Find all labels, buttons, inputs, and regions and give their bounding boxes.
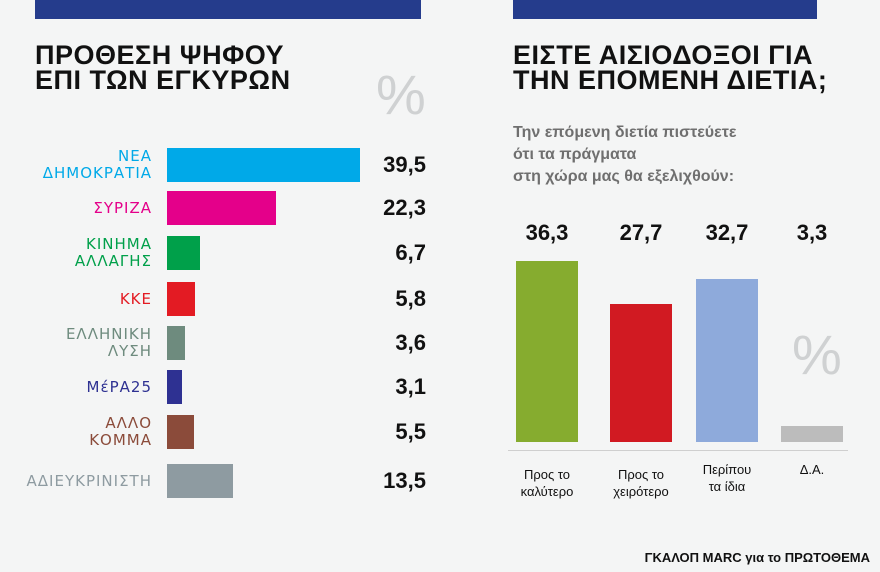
value-label: 3,6 <box>395 330 426 355</box>
category-label: Δ.Α. <box>767 461 857 478</box>
party-label-line: ΝΕΑ <box>118 147 152 165</box>
bar-1 <box>610 303 672 442</box>
subtitle-line: Την επόμενη διετία πιστεύετε <box>513 124 737 141</box>
category-label: Περίπου τα ίδια <box>682 461 772 495</box>
party-label-line: ΣΥΡΙΖΑ <box>93 198 152 217</box>
party-label: ΝΕΑ ΔΗΜΟΚΡΑΤΙΑ <box>43 148 152 182</box>
party-label: ΜέΡΑ25 <box>86 377 152 396</box>
source-credit: ΓΚΑΛΟΠ MARC για το ΠΡΩΤΟΘΕΜΑ <box>644 550 870 565</box>
bar-3 <box>781 425 843 442</box>
value-label: 3,1 <box>395 374 426 399</box>
category-label-line: καλύτερο <box>520 484 574 499</box>
value-label: 5,5 <box>395 419 426 444</box>
bar-0 <box>516 260 578 442</box>
bar-1 <box>167 191 277 225</box>
bar-4 <box>167 326 185 360</box>
party-label-line: ΑΔΙΕΥΚΡΙΝΙΣΤΗ <box>26 471 152 490</box>
category-label-line: Προς το <box>523 467 571 482</box>
right-chart-title: ΕΙΣΤΕ ΑΙΣΙΟΔΟΞΟΙ ΓΙΑ ΤΗΝ ΕΠΟΜΕΝΗ ΔΙΕΤΙΑ; <box>513 40 828 95</box>
value-label: 13,5 <box>383 468 426 493</box>
party-label-line: ΔΗΜΟΚΡΑΤΙΑ <box>42 164 152 182</box>
left-chart-title: ΠΡΟΘΕΣΗ ΨΗΦΟΥ ΕΠΙ ΤΩΝ ΕΓΚΥΡΩΝ <box>35 40 291 95</box>
value-label: 5,8 <box>395 286 426 311</box>
party-label: ΑΛΛΟ ΚΟΜΜΑ <box>89 415 152 449</box>
party-label: ΚΚΕ <box>119 289 152 308</box>
header-strip-left <box>35 0 421 19</box>
bar-5 <box>167 370 183 404</box>
bar-0 <box>167 148 361 182</box>
party-label: ΣΥΡΙΖΑ <box>93 198 152 217</box>
value-label: 39,5 <box>383 152 426 177</box>
party-label-line: ΚΚΕ <box>119 289 152 308</box>
party-label: ΕΛΛΗΝΙΚΗ ΛΥΣΗ <box>66 326 152 360</box>
party-label-line: ΜέΡΑ25 <box>86 377 152 396</box>
party-label-line: ΚΟΜΜΑ <box>89 431 152 449</box>
category-label-line: τα ίδια <box>708 479 746 494</box>
baseline <box>508 450 848 451</box>
value-label: 3,3 <box>796 220 828 245</box>
title-line: ΕΙΣΤΕ ΑΙΣΙΟΔΟΞΟΙ ΓΙΑ <box>513 40 813 70</box>
bar-6 <box>167 415 194 449</box>
value-label: 6,7 <box>395 240 426 265</box>
party-label-line: ΑΛΛΑΓΗΣ <box>74 252 152 270</box>
title-line: ΤΗΝ ΕΠΟΜΕΝΗ ΔΙΕΤΙΑ; <box>513 65 828 95</box>
bar-2 <box>696 278 758 442</box>
bar-2 <box>167 236 200 270</box>
party-label-line: ΚΙΝΗΜΑ <box>86 235 152 253</box>
category-label-line: Περίπου <box>702 462 752 477</box>
value-label: 36,3 <box>525 220 569 245</box>
percent-sign-right: % <box>792 323 842 386</box>
category-label-line: Προς το <box>617 467 665 482</box>
value-label: 32,7 <box>705 220 749 245</box>
title-line: ΠΡΟΘΕΣΗ ΨΗΦΟΥ <box>35 40 284 70</box>
bar-3 <box>167 282 196 316</box>
category-label: Προς το χειρότερο <box>596 466 686 500</box>
header-strip-right <box>513 0 817 19</box>
title-line: ΕΠΙ ΤΩΝ ΕΓΚΥΡΩΝ <box>35 65 291 95</box>
right-chart-subtitle: Την επόμενη διετία πιστεύετε ότι τα πράγ… <box>513 122 736 188</box>
bar-7 <box>167 464 233 498</box>
subtitle-line: ότι τα πράγματα <box>513 146 637 163</box>
party-label-line: ΕΛΛΗΝΙΚΗ <box>65 325 152 343</box>
percent-sign-left: % <box>376 63 426 126</box>
party-label-line: ΑΛΛΟ <box>105 414 152 432</box>
category-label: Προς το καλύτερο <box>502 466 592 500</box>
subtitle-line: στη χώρα μας θα εξελιχθούν: <box>513 168 735 185</box>
value-label: 22,3 <box>383 195 426 220</box>
party-label: ΚΙΝΗΜΑ ΑΛΛΑΓΗΣ <box>75 236 152 270</box>
value-label: 27,7 <box>619 220 663 245</box>
party-label: ΑΔΙΕΥΚΡΙΝΙΣΤΗ <box>26 471 152 490</box>
party-label-line: ΛΥΣΗ <box>107 342 152 360</box>
category-label-line: Δ.Α. <box>799 462 825 477</box>
category-label-line: χειρότερο <box>613 484 669 499</box>
